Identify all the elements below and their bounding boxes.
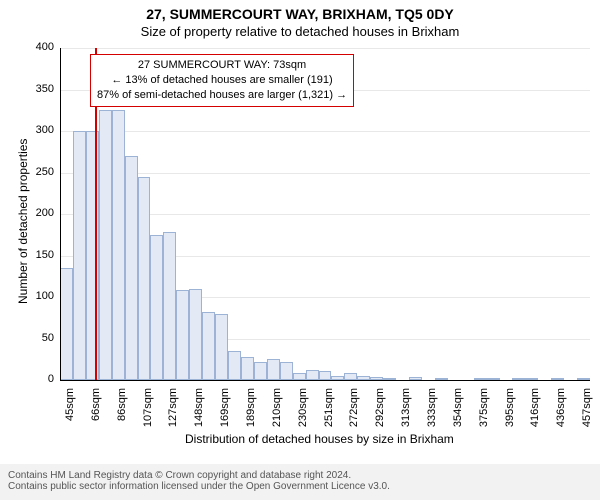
y-axis-label: Number of detached properties: [16, 139, 30, 304]
y-tick-label: 0: [24, 373, 54, 385]
x-tick-label: 292sqm: [374, 388, 386, 448]
histogram-bar: [254, 362, 267, 380]
gridline: [60, 131, 590, 132]
y-tick-label: 100: [24, 290, 54, 302]
gridline: [60, 173, 590, 174]
histogram-bar: [150, 235, 163, 380]
histogram-bar: [241, 357, 254, 380]
histogram-bar: [73, 131, 86, 380]
chart-container: 27, SUMMERCOURT WAY, BRIXHAM, TQ5 0DY Si…: [0, 0, 600, 500]
x-tick-label: 416sqm: [529, 388, 541, 448]
histogram-bar: [60, 268, 73, 380]
histogram-bar: [112, 110, 125, 380]
histogram-bar: [176, 290, 189, 380]
credit-line-1: Contains HM Land Registry data © Crown c…: [8, 470, 592, 481]
x-axis: [60, 380, 590, 381]
x-tick-label: 86sqm: [116, 388, 128, 448]
histogram-bar: [125, 156, 138, 380]
x-tick-label: 189sqm: [245, 388, 257, 448]
histogram-bar: [228, 351, 241, 380]
histogram-bar: [267, 359, 280, 380]
histogram-bar: [280, 362, 293, 380]
chart-subtitle: Size of property relative to detached ho…: [0, 22, 600, 39]
x-tick-label: 230sqm: [297, 388, 309, 448]
x-tick-label: 333sqm: [426, 388, 438, 448]
x-tick-label: 457sqm: [581, 388, 593, 448]
x-tick-label: 436sqm: [555, 388, 567, 448]
x-tick-label: 210sqm: [271, 388, 283, 448]
x-tick-label: 45sqm: [64, 388, 76, 448]
x-tick-label: 107sqm: [142, 388, 154, 448]
gridline: [60, 48, 590, 49]
y-tick-label: 250: [24, 166, 54, 178]
x-tick-label: 395sqm: [504, 388, 516, 448]
y-tick-label: 200: [24, 207, 54, 219]
x-tick-label: 169sqm: [219, 388, 231, 448]
credit-line-2: Contains public sector information licen…: [8, 481, 592, 492]
histogram-bar: [138, 177, 151, 380]
info-line-1: 27 SUMMERCOURT WAY: 73sqm: [97, 58, 347, 73]
histogram-bar: [344, 373, 357, 380]
histogram-bar: [163, 232, 176, 380]
y-axis: [60, 48, 61, 380]
x-tick-label: 251sqm: [323, 388, 335, 448]
x-tick-label: 272sqm: [348, 388, 360, 448]
x-tick-label: 127sqm: [167, 388, 179, 448]
x-tick-label: 66sqm: [90, 388, 102, 448]
x-tick-label: 313sqm: [400, 388, 412, 448]
y-tick-label: 50: [24, 332, 54, 344]
y-tick-label: 300: [24, 124, 54, 136]
marker-info-box: 27 SUMMERCOURT WAY: 73sqm ← 13% of detac…: [90, 54, 354, 107]
x-tick-label: 354sqm: [452, 388, 464, 448]
histogram-bar: [215, 314, 228, 380]
histogram-bar: [99, 110, 112, 380]
y-tick-label: 350: [24, 83, 54, 95]
y-tick-label: 150: [24, 249, 54, 261]
x-tick-label: 148sqm: [193, 388, 205, 448]
info-line-3: 87% of semi-detached houses are larger (…: [97, 88, 347, 103]
histogram-bar: [189, 289, 202, 380]
credits-box: Contains HM Land Registry data © Crown c…: [0, 464, 600, 500]
histogram-bar: [202, 312, 215, 380]
histogram-bar: [293, 373, 306, 380]
x-tick-label: 375sqm: [478, 388, 490, 448]
chart-title: 27, SUMMERCOURT WAY, BRIXHAM, TQ5 0DY: [0, 0, 600, 22]
y-tick-label: 400: [24, 41, 54, 53]
histogram-bar: [306, 370, 319, 380]
info-line-2: ← 13% of detached houses are smaller (19…: [97, 73, 347, 88]
histogram-bar: [319, 371, 332, 380]
